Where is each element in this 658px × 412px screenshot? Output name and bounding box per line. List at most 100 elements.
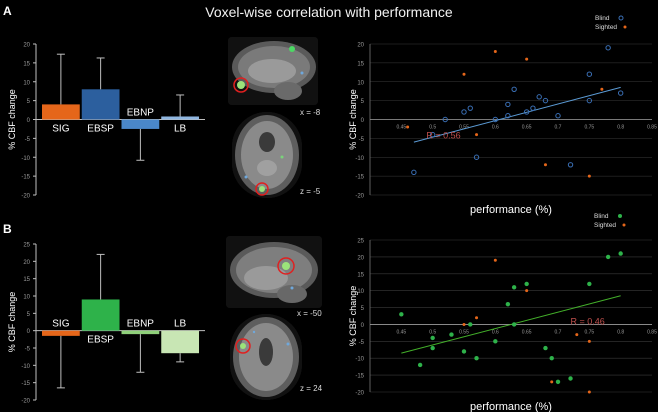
blind-point-b-6 [468,322,473,327]
r-annotation-b: R = 0.46 [571,316,605,326]
blind-point-a-2 [442,116,448,123]
scatter-x-tick-label-b-0: 0.45 [396,329,406,335]
blind-point-a-19 [617,90,624,96]
scatter-x-tick-label-a-8: 0.85 [647,125,657,131]
bar-label-b-ebnp: EBNP [127,319,155,330]
sighted-point-b-5 [575,333,579,337]
scatter-y-tick-label-b-0: -20 [355,391,364,397]
sighted-point-b-6 [587,390,591,394]
scatter-x-tick-label-b-3: 0.6 [492,329,499,335]
scatter-y-tick-label-b-7: 15 [357,272,364,278]
scatter-y-tick-label-b-4: 0 [361,323,365,329]
bar-y-tick-label-a-5: 5 [27,99,31,105]
coord-label-a-1: x = -8 [300,108,321,117]
bar-y-tick-label-a-4: 0 [27,118,31,124]
legend-sighted-marker-b [622,223,626,227]
brain-sagittal-a-image [228,37,318,105]
blind-point-a-13 [542,97,549,104]
scatter-x-tick-label-a-1: 0.5 [429,125,436,131]
scatter-y-tick-label-a-4: 0 [361,118,365,124]
r-annotation-a: R = 0.56 [426,130,460,140]
scatter-x-tick-label-b-5: 0.7 [555,329,562,335]
bar-a-lb [161,116,200,120]
sighted-point-a-3 [493,50,497,54]
bar-b-sig [42,330,80,336]
blind-point-a-0 [411,169,417,176]
bar-y-tick-label-a-1: -15 [21,175,30,181]
blind-point-b-12 [524,281,529,287]
scatter-y-tick-label-a-5: 5 [361,99,365,105]
bar-a-ebnp [121,119,160,129]
scatter-y-tick-label-b-8: 20 [357,255,364,261]
blind-point-b-9 [505,301,511,307]
bar-y-tick-label-b-6: 10 [23,295,30,301]
blind-point-b-16 [568,376,573,381]
legend-sighted-label-a: Sighted [595,24,617,31]
blind-point-b-0 [399,312,404,317]
sighted-point-a-2 [475,133,479,137]
sighted-point-a-1 [462,72,466,76]
scatter-x-axis-label-a: performance (%) [470,204,552,216]
blind-point-b-5 [461,349,467,354]
blind-point-a-5 [473,154,480,160]
blind-point-a-8 [505,113,511,119]
bar-y-axis-label-a: % CBF change [7,89,17,150]
bar-y-tick-label-b-7: 15 [23,277,30,283]
bar-y-tick-label-a-7: 15 [23,61,30,67]
scatter-y-tick-label-b-2: -10 [355,357,364,363]
scatter-y-tick-label-a-8: 20 [357,43,364,49]
scatter-x-tick-label-b-7: 0.8 [617,329,624,335]
scatter-x-tick-label-b-2: 0.55 [459,329,469,335]
sighted-point-a-6 [587,174,591,178]
blind-point-a-6 [492,116,499,123]
blind-point-b-8 [493,339,498,344]
scatter-x-tick-label-a-0: 0.45 [396,125,406,131]
bar-label-b-ebsp: EBSP [87,335,114,346]
blind-point-a-10 [523,109,530,115]
scatter-y-axis-label-b: % CBF change [348,286,358,347]
blind-point-a-17 [586,71,593,77]
scatter-y-tick-label-a-7: 15 [357,61,364,67]
bar-y-axis-label-b: % CBF change [7,292,17,353]
blind-point-b-4 [449,332,454,337]
bar-label-a-lb: LB [174,124,187,135]
bar-y-tick-label-b-0: -20 [21,399,30,405]
blind-point-b-13 [543,345,548,351]
sighted-point-a-5 [543,163,547,167]
blind-point-b-1 [417,362,423,368]
bar-label-b-sig: SIG [52,319,69,330]
coord-label-b-1: x = -50 [297,309,322,318]
sighted-point-b-1 [475,316,479,320]
blind-point-a-7 [505,101,511,108]
bar-label-a-ebsp: EBSP [87,124,114,135]
scatter-y-tick-label-b-3: -5 [359,340,365,346]
scatter-x-tick-label-a-4: 0.65 [522,125,532,131]
sighted-point-b-4 [550,380,554,384]
scatter-x-tick-label-a-5: 0.7 [555,125,562,131]
blind-point-b-2 [430,335,435,341]
blind-point-b-14 [549,356,554,361]
bar-y-tick-label-b-5: 5 [27,312,31,318]
blind-point-a-1 [429,131,436,138]
blind-point-a-15 [567,162,574,168]
scatter-x-tick-label-a-7: 0.8 [617,125,624,131]
bar-y-tick-label-a-8: 20 [23,43,30,49]
sighted-point-b-7 [587,339,591,343]
bar-y-tick-label-a-2: -10 [21,156,30,162]
bar-label-a-ebnp: EBNP [127,108,155,119]
brain-axial-a [232,112,302,198]
scatter-y-tick-label-a-2: -10 [355,156,364,162]
sighted-point-b-0 [462,322,466,326]
scatter-y-tick-label-a-0: -20 [355,194,364,200]
bar-y-tick-label-b-4: 0 [27,329,31,335]
legend-sighted-marker-a [623,25,627,29]
blind-point-b-3 [430,345,435,351]
scatter-y-tick-label-b-9: 25 [357,239,364,245]
blind-point-a-11 [530,105,536,111]
figure-title: Voxel-wise correlation with performance [205,4,453,20]
sighted-point-b-2 [493,258,497,262]
bar-y-tick-label-a-3: -5 [25,137,31,143]
sighted-point-b-3 [525,289,529,293]
bar-y-tick-label-a-6: 10 [23,80,30,86]
sighted-point-a-4 [525,57,529,61]
